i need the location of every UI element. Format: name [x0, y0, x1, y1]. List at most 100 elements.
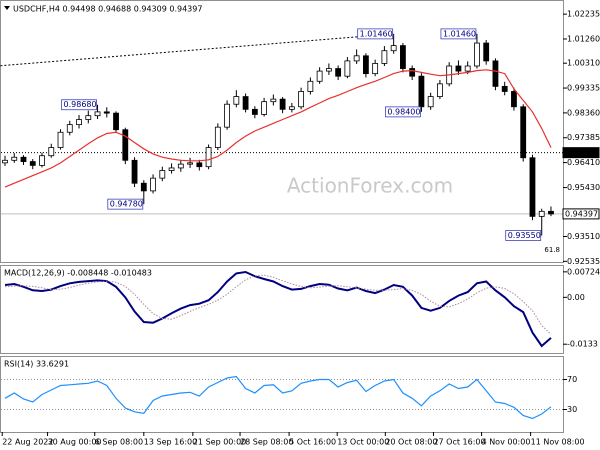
y-tick-label: -0.0133	[567, 340, 598, 349]
y-tick-label: 0.00	[567, 293, 585, 302]
candle-body	[409, 68, 416, 77]
y-tick-label: 0.00724	[567, 267, 600, 276]
candle-body	[335, 68, 342, 77]
y-tick-label: 0.93510	[567, 232, 600, 241]
candle-body	[168, 167, 175, 171]
candle-body	[538, 210, 545, 217]
candle-body	[150, 177, 156, 192]
x-tick-label: 13 Oct 00:00	[337, 438, 389, 447]
annotation-label: 1.01460	[443, 29, 476, 38]
y-tick-label: 0.97385	[567, 133, 600, 142]
candle-body	[122, 129, 129, 161]
y-tick-label: 0.95430	[567, 183, 600, 192]
x-tick-label: 28 Sep 08:00	[240, 438, 293, 447]
series-line	[4, 69, 552, 188]
pane-title: MACD(12,26,9) -0.008448 -0.010483	[4, 269, 152, 278]
price-label: 0.94397	[565, 209, 598, 218]
candle-body	[437, 83, 443, 97]
annotation-label: 0.98680	[64, 100, 97, 109]
candle-body	[492, 60, 499, 87]
annotation-box	[107, 198, 144, 210]
candle-body	[474, 42, 480, 67]
annotation-box	[440, 28, 477, 40]
x-tick-label: 6 Sep 08:00	[95, 438, 143, 447]
candle-body	[279, 98, 286, 110]
candle-body	[11, 156, 18, 161]
y-tick-label: 0.96410	[567, 158, 600, 167]
y-tick-label: 30	[567, 405, 577, 414]
candle-body	[298, 91, 305, 108]
candle-body	[76, 119, 82, 126]
series-line	[4, 375, 552, 420]
price-pane	[0, 0, 564, 263]
candle-body	[270, 98, 277, 103]
y-tick-label: 0.98360	[567, 108, 600, 117]
candle-body	[418, 75, 425, 108]
candle-body	[511, 91, 517, 108]
candle-body	[501, 85, 508, 92]
x-tick-label: 20 Oct 08:00	[385, 438, 437, 447]
annotation-label: 0.93550	[508, 231, 541, 240]
candle-body	[455, 65, 462, 72]
candle-body	[362, 55, 369, 75]
candle-body	[548, 210, 554, 215]
candle-body	[529, 157, 536, 217]
x-tick-label: 13 Sep 16:00	[144, 438, 197, 447]
candle-body	[316, 70, 323, 82]
annotation-box	[61, 99, 97, 111]
candle-body	[520, 106, 527, 159]
candle-body	[224, 103, 230, 128]
y-tick-label: 1.02235	[567, 10, 600, 19]
candle-body	[400, 45, 406, 69]
fib-note: 61.8	[544, 246, 560, 254]
price-label: 0.96800	[565, 148, 598, 157]
trendline	[0, 33, 394, 67]
price-label-box	[562, 147, 600, 159]
candle-body	[57, 131, 64, 148]
annotation-box	[385, 106, 421, 118]
x-tick-label: 22 Aug 2022	[2, 438, 53, 447]
symbol-icon	[4, 6, 10, 10]
candle-body	[131, 159, 138, 184]
candle-body	[48, 147, 55, 157]
candle-body	[427, 96, 434, 108]
candle-body	[205, 147, 212, 168]
candle-body	[103, 111, 110, 114]
candle-body	[242, 96, 249, 110]
candle-body	[214, 126, 221, 148]
candle-body	[325, 68, 332, 72]
pane-title: USDCHF,H4 0.94498 0.94688 0.94309 0.9439…	[13, 5, 202, 14]
y-tick-label: 0.99335	[567, 84, 600, 93]
price-label-box	[562, 208, 600, 220]
candle-body	[344, 60, 351, 77]
candle-body	[307, 80, 314, 92]
y-tick-label: 70	[567, 375, 577, 384]
x-tick-label: 4 Nov 00:00	[482, 438, 531, 447]
x-tick-label: 5 Oct 16:00	[289, 438, 336, 447]
annotation-box	[505, 230, 542, 241]
candle-body	[196, 162, 203, 168]
y-tick-label: 1.00310	[567, 59, 600, 68]
candle-body	[288, 106, 295, 110]
annotation-label: 1.01460	[360, 29, 393, 38]
candle-body	[2, 159, 8, 164]
macd-pane	[0, 265, 564, 354]
annotation-box	[357, 28, 394, 40]
candle-body	[94, 111, 101, 117]
x-tick-label: 11 Nov 08:00	[531, 438, 585, 447]
candle-body	[483, 42, 490, 62]
y-tick-label: 0.92535	[567, 257, 600, 266]
watermark: ActionForex.com	[287, 174, 453, 198]
annotation-label: 0.94780	[110, 200, 143, 209]
candle-body	[261, 101, 268, 115]
pane-title: RSI(14) 33.6291	[4, 360, 69, 369]
rsi-pane	[0, 356, 564, 433]
candle-body	[85, 115, 92, 120]
candle-body	[66, 124, 73, 133]
x-tick-label: 27 Oct 16:00	[433, 438, 485, 447]
candle-body	[233, 96, 240, 105]
candle-body	[159, 170, 166, 179]
candle-body	[39, 155, 45, 166]
